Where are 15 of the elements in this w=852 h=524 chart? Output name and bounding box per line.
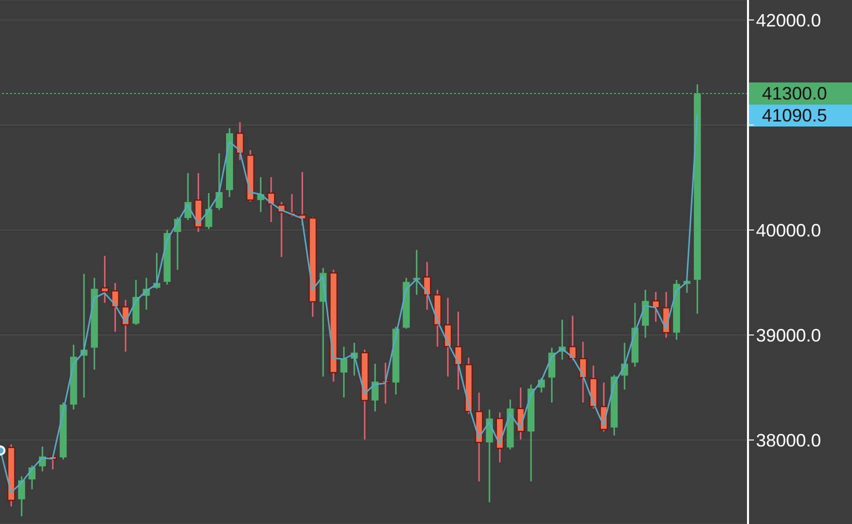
ref-line-label: 41300.0 xyxy=(762,83,828,104)
y-tick-label: 42000.0 xyxy=(756,10,822,30)
y-tick-label: 40000.0 xyxy=(756,220,822,240)
candlestick xyxy=(205,192,212,230)
candlestick xyxy=(340,346,348,398)
candlestick xyxy=(236,121,244,161)
text: 41090.5 xyxy=(762,106,828,126)
y-tick-label: 38000.0 xyxy=(756,430,822,450)
candlestick xyxy=(652,291,660,322)
candlestick xyxy=(111,282,120,332)
candlestick xyxy=(18,476,26,517)
y-tick-label: 39000.0 xyxy=(756,325,822,346)
candlestick xyxy=(100,255,109,304)
candlestick xyxy=(372,362,379,412)
candlestick xyxy=(454,311,462,390)
